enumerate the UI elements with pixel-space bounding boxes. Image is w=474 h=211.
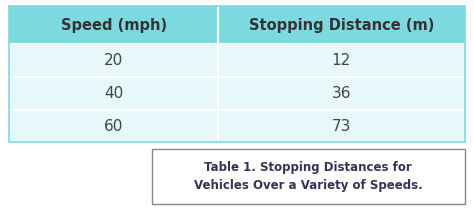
- Text: 73: 73: [332, 119, 351, 134]
- Text: Stopping Distance (m): Stopping Distance (m): [248, 18, 434, 33]
- FancyBboxPatch shape: [9, 110, 465, 142]
- FancyBboxPatch shape: [152, 149, 465, 204]
- Text: 12: 12: [332, 53, 351, 68]
- FancyBboxPatch shape: [9, 6, 465, 44]
- Text: Speed (mph): Speed (mph): [61, 18, 167, 33]
- FancyBboxPatch shape: [9, 44, 465, 77]
- Text: 40: 40: [104, 86, 123, 101]
- Text: Table 1. Stopping Distances for
Vehicles Over a Variety of Speeds.: Table 1. Stopping Distances for Vehicles…: [194, 161, 422, 192]
- Text: 60: 60: [104, 119, 123, 134]
- Text: 36: 36: [331, 86, 351, 101]
- FancyBboxPatch shape: [9, 77, 465, 110]
- Text: 20: 20: [104, 53, 123, 68]
